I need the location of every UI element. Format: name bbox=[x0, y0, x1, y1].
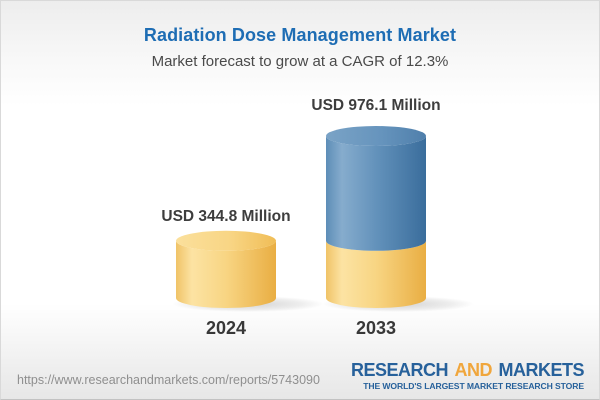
logo-tagline: THE WORLD'S LARGEST MARKET RESEARCH STOR… bbox=[363, 381, 584, 392]
footer-gradient-band bbox=[1, 304, 599, 399]
logo-word-and: AND bbox=[454, 360, 492, 381]
report-url-text: https://www.researchandmarkets.com/repor… bbox=[17, 373, 320, 387]
page-subtitle: Market forecast to grow at a CAGR of 12.… bbox=[151, 53, 449, 70]
header-gradient-band bbox=[1, 1, 599, 106]
cylinder-2033 bbox=[326, 126, 426, 308]
cylinder-2033-growth-segment bbox=[326, 136, 426, 251]
page-title: Radiation Dose Management Market bbox=[143, 25, 457, 45]
bar-value-label-2033: USD 976.1 Million bbox=[311, 97, 441, 114]
category-label-2024: 2024 bbox=[205, 318, 247, 338]
logo-word-markets: MARKETS bbox=[498, 360, 585, 381]
logo-word-research: RESEARCH bbox=[350, 360, 449, 381]
category-label-2033: 2033 bbox=[355, 318, 397, 338]
research-and-markets-logo: RESEARCH AND MARKETS THE WORLD'S LARGEST… bbox=[350, 360, 585, 392]
cylinder-2033-base-segment bbox=[326, 240, 426, 308]
bar-value-label-2024: USD 344.8 Million bbox=[161, 208, 291, 225]
logo-wordmark: RESEARCH AND MARKETS bbox=[350, 360, 585, 381]
cylinder-2024 bbox=[176, 230, 276, 308]
